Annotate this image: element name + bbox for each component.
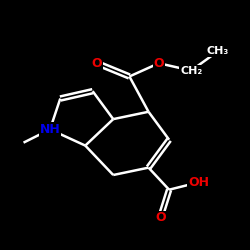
Text: CH₃: CH₃ xyxy=(206,46,229,56)
Text: NH: NH xyxy=(40,123,60,136)
Text: OH: OH xyxy=(188,176,209,189)
Text: O: O xyxy=(155,211,166,224)
Text: O: O xyxy=(154,57,164,70)
Text: O: O xyxy=(92,57,102,70)
Text: CH₂: CH₂ xyxy=(180,66,202,76)
